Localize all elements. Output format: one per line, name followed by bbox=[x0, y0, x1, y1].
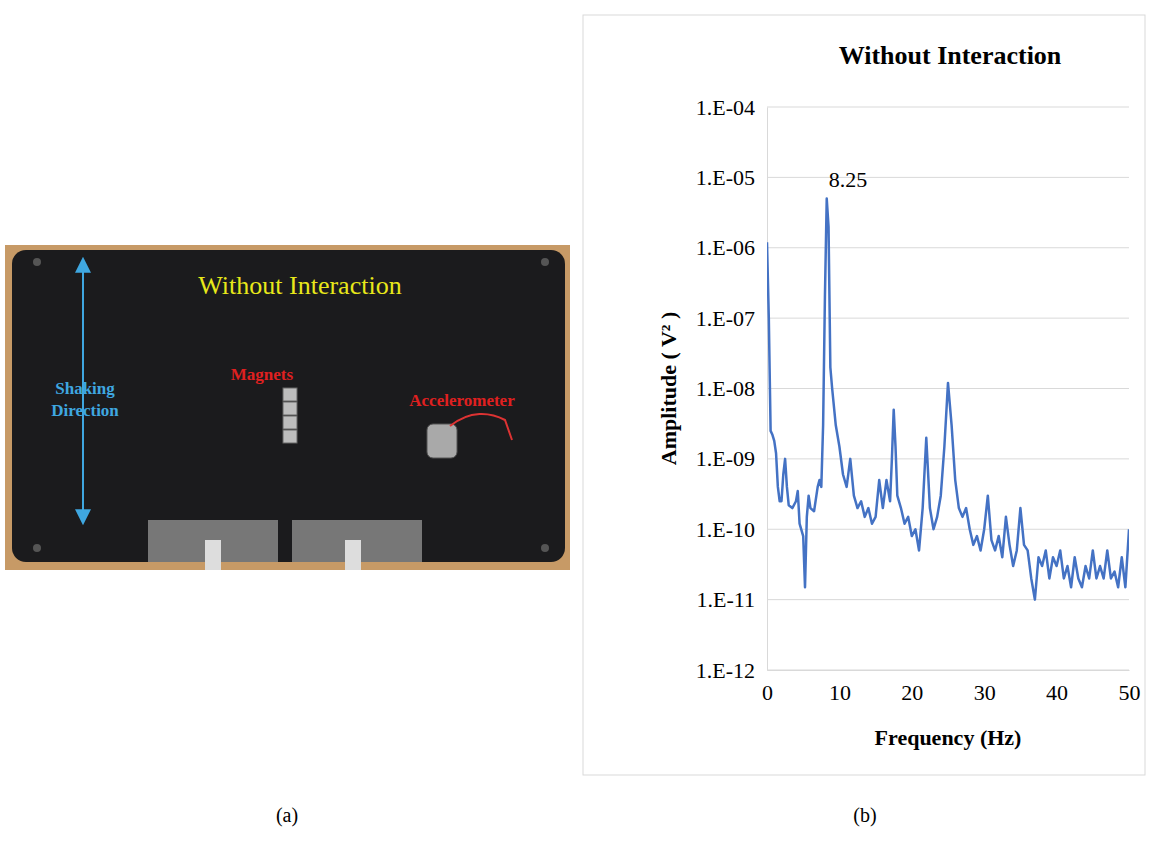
y-axis: 1.E-12 1.E-11 1.E-10 1.E-09 1.E-08 1.E-07 1.E-… bbox=[696, 95, 768, 683]
grid-line bbox=[767, 107, 1129, 108]
magnet bbox=[283, 402, 297, 415]
tick-label: 1.E-11 bbox=[697, 587, 755, 612]
x-axis-title: Frequency (Hz) bbox=[875, 725, 1022, 750]
tick: 40 bbox=[1046, 670, 1068, 705]
tick-label: 40 bbox=[1046, 680, 1068, 705]
tick: 20 bbox=[901, 670, 923, 705]
photo-label: ShakingDirection bbox=[51, 379, 119, 420]
plot-marks bbox=[767, 199, 1129, 600]
tick: 30 bbox=[974, 670, 996, 705]
tick: 1.E-07 bbox=[696, 306, 767, 331]
magnet bbox=[283, 388, 297, 401]
tick-label: 1.E-10 bbox=[696, 517, 755, 542]
magnet bbox=[283, 416, 297, 429]
cable bbox=[450, 414, 512, 440]
wood-background bbox=[5, 245, 570, 570]
clamp-bolt bbox=[205, 540, 221, 570]
accelerometer bbox=[427, 424, 457, 458]
data-line bbox=[767, 199, 1129, 600]
panel-label: (b) bbox=[853, 804, 876, 827]
tick-label: 50 bbox=[1119, 680, 1141, 705]
tick: 1.E-05 bbox=[696, 165, 767, 190]
screw bbox=[541, 544, 549, 552]
axis-line bbox=[767, 108, 768, 671]
x-axis: 0 10 20 30 40 50 bbox=[762, 670, 1141, 705]
chart-frame bbox=[583, 15, 1145, 775]
photo-label: Accelerometer bbox=[409, 391, 515, 410]
axis-line bbox=[768, 670, 1130, 671]
annotation: 8.25 bbox=[829, 167, 868, 192]
tick: 1.E-08 bbox=[696, 376, 767, 401]
tick: 50 bbox=[1119, 670, 1141, 705]
grid-line bbox=[767, 599, 1129, 600]
tick: 1.E-10 bbox=[696, 517, 767, 542]
y-axis-title: Amplitude ( V² ) bbox=[656, 312, 681, 465]
tick-label: 0 bbox=[762, 680, 773, 705]
tick-label: 1.E-06 bbox=[696, 235, 755, 260]
grid-line bbox=[767, 529, 1129, 530]
tick-label: 1.E-12 bbox=[696, 658, 755, 683]
chart-title: Without Interaction bbox=[839, 41, 1062, 70]
screw bbox=[33, 544, 41, 552]
tick: 1.E-09 bbox=[696, 446, 767, 471]
magnet bbox=[283, 430, 297, 443]
screw bbox=[33, 258, 41, 266]
tick-label: 1.E-08 bbox=[696, 376, 755, 401]
tick: 1.E-04 bbox=[696, 95, 767, 120]
clamp-bolt bbox=[345, 540, 361, 570]
panel-label: (a) bbox=[276, 804, 298, 827]
grid-line bbox=[767, 177, 1129, 178]
grid-line bbox=[767, 247, 1129, 248]
plate bbox=[12, 250, 565, 562]
tick-label: 1.E-09 bbox=[696, 446, 755, 471]
photo-title: Without Interaction bbox=[198, 271, 401, 300]
tick: 10 bbox=[829, 670, 851, 705]
tick-label: 30 bbox=[974, 680, 996, 705]
grid-line bbox=[767, 318, 1129, 319]
tick: 1.E-11 bbox=[697, 587, 767, 612]
figure: Without Interaction ShakingDirection Magne… bbox=[0, 0, 1152, 841]
tick-label: 1.E-05 bbox=[696, 165, 755, 190]
tick: 1.E-12 bbox=[696, 658, 767, 683]
grid-line bbox=[767, 670, 1129, 671]
tick-label: 1.E-04 bbox=[696, 95, 755, 120]
photo: Without Interaction ShakingDirection Magne… bbox=[5, 245, 570, 570]
grid bbox=[767, 107, 1129, 670]
photo-label: Magnets bbox=[231, 365, 294, 384]
tick-label: 10 bbox=[829, 680, 851, 705]
tick-label: 1.E-07 bbox=[696, 306, 755, 331]
tick: 1.E-06 bbox=[696, 235, 767, 260]
screw bbox=[541, 258, 549, 266]
tick: 0 bbox=[762, 670, 773, 705]
tick-label: 20 bbox=[901, 680, 923, 705]
